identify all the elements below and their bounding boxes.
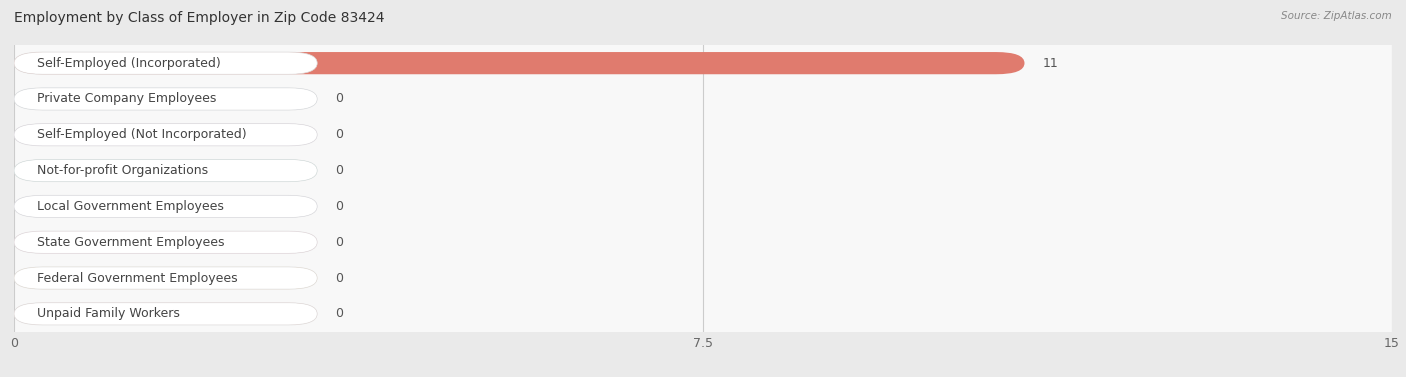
- FancyBboxPatch shape: [14, 231, 318, 253]
- Text: 0: 0: [336, 200, 343, 213]
- Text: Self-Employed (Not Incorporated): Self-Employed (Not Incorporated): [37, 128, 246, 141]
- Text: Unpaid Family Workers: Unpaid Family Workers: [37, 307, 180, 320]
- Text: Employment by Class of Employer in Zip Code 83424: Employment by Class of Employer in Zip C…: [14, 11, 385, 25]
- Text: 0: 0: [336, 128, 343, 141]
- Text: 0: 0: [336, 236, 343, 249]
- Text: 0: 0: [336, 271, 343, 285]
- FancyBboxPatch shape: [14, 52, 318, 74]
- Text: 11: 11: [1043, 57, 1059, 70]
- Text: Local Government Employees: Local Government Employees: [37, 200, 224, 213]
- Text: 0: 0: [336, 307, 343, 320]
- FancyBboxPatch shape: [14, 267, 318, 289]
- Text: Private Company Employees: Private Company Employees: [37, 92, 217, 106]
- FancyBboxPatch shape: [14, 303, 318, 325]
- Bar: [14, 153, 1392, 188]
- Bar: [14, 117, 1392, 153]
- FancyBboxPatch shape: [14, 159, 318, 182]
- Bar: [14, 260, 1392, 296]
- Text: Source: ZipAtlas.com: Source: ZipAtlas.com: [1281, 11, 1392, 21]
- Bar: [14, 81, 1392, 117]
- Bar: [14, 224, 1392, 260]
- Text: Federal Government Employees: Federal Government Employees: [37, 271, 238, 285]
- FancyBboxPatch shape: [14, 159, 318, 182]
- Text: State Government Employees: State Government Employees: [37, 236, 225, 249]
- FancyBboxPatch shape: [14, 195, 318, 218]
- FancyBboxPatch shape: [14, 88, 318, 110]
- FancyBboxPatch shape: [14, 195, 318, 218]
- FancyBboxPatch shape: [14, 267, 318, 289]
- FancyBboxPatch shape: [14, 303, 318, 325]
- Text: 0: 0: [336, 92, 343, 106]
- Bar: [14, 188, 1392, 224]
- Text: Not-for-profit Organizations: Not-for-profit Organizations: [37, 164, 208, 177]
- Bar: [14, 45, 1392, 81]
- FancyBboxPatch shape: [14, 124, 318, 146]
- Text: 0: 0: [336, 164, 343, 177]
- Bar: [14, 296, 1392, 332]
- FancyBboxPatch shape: [14, 88, 318, 110]
- Text: Self-Employed (Incorporated): Self-Employed (Incorporated): [37, 57, 221, 70]
- FancyBboxPatch shape: [14, 124, 318, 146]
- FancyBboxPatch shape: [14, 52, 1025, 74]
- FancyBboxPatch shape: [14, 231, 318, 253]
